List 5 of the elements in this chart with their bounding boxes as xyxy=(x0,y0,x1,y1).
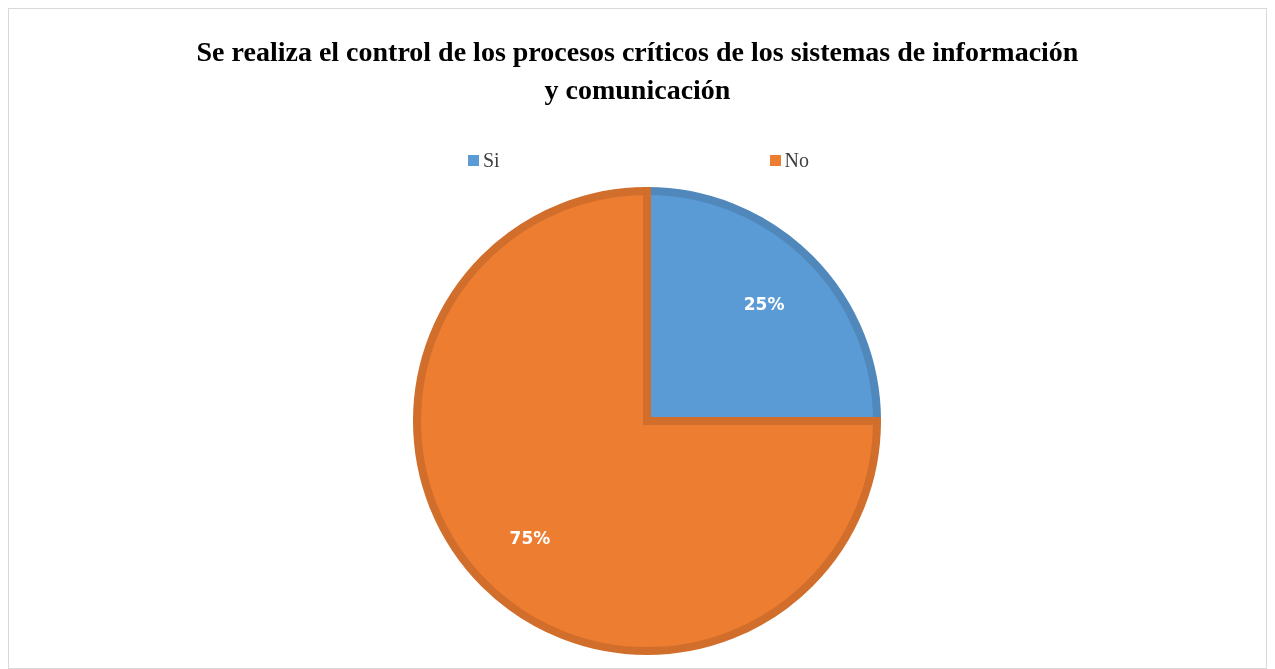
chart-title: Se realiza el control de los procesos críticos de los sistemas de información y comunicación xyxy=(195,35,1080,107)
legend-label: No xyxy=(784,149,810,172)
data-label: 75% xyxy=(509,528,551,549)
legend-label: Si xyxy=(482,149,500,172)
data-label: 25% xyxy=(743,293,785,314)
